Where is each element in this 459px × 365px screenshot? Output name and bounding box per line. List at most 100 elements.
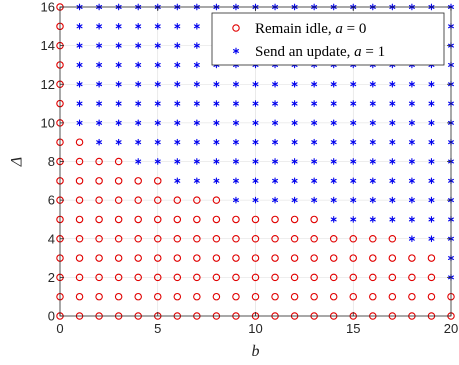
idle-point xyxy=(388,254,397,262)
update-point xyxy=(193,42,200,49)
update-point xyxy=(76,119,83,127)
update-point xyxy=(311,196,318,204)
idle-point xyxy=(75,196,84,204)
update-point xyxy=(76,42,83,49)
idle-point xyxy=(75,138,84,146)
update-point xyxy=(350,158,357,165)
y-tick-label: 2 xyxy=(48,270,55,285)
idle-point xyxy=(75,254,84,262)
update-point xyxy=(252,80,259,88)
idle-point xyxy=(310,273,318,282)
idle-point xyxy=(114,235,123,243)
update-point xyxy=(232,177,239,185)
update-point xyxy=(232,138,239,146)
update-point xyxy=(96,42,103,49)
update-point xyxy=(350,80,357,88)
idle-point xyxy=(310,292,318,301)
update-point xyxy=(350,100,357,107)
update-point xyxy=(252,138,259,146)
update-point xyxy=(408,119,415,127)
update-point xyxy=(428,119,435,127)
update-point xyxy=(115,138,122,146)
update-point xyxy=(193,138,200,146)
update-point xyxy=(115,80,122,88)
update-point xyxy=(428,158,435,165)
idle-point xyxy=(114,254,123,262)
legend: Remain idle, a = 0 Send an update, a = 1 xyxy=(211,12,445,66)
update-point xyxy=(369,119,376,127)
update-point xyxy=(369,138,376,146)
idle-point xyxy=(271,215,279,224)
update-point xyxy=(96,22,103,30)
update-point xyxy=(408,216,415,223)
idle-point xyxy=(290,273,299,282)
update-point xyxy=(389,119,396,127)
update-point xyxy=(193,177,200,185)
update-point xyxy=(330,216,337,223)
idle-point xyxy=(408,292,416,301)
legend-circle-marker xyxy=(232,24,240,32)
idle-point xyxy=(427,273,436,282)
idle-point xyxy=(173,196,182,204)
update-point xyxy=(213,138,220,146)
update-point xyxy=(389,138,396,146)
update-point xyxy=(252,177,259,185)
update-point xyxy=(76,22,83,30)
idle-point xyxy=(349,273,357,282)
idle-point xyxy=(154,196,162,204)
x-tick-label: 0 xyxy=(56,321,63,336)
idle-point xyxy=(408,254,416,262)
idle-point xyxy=(349,235,357,243)
idle-point xyxy=(154,292,162,301)
idle-point xyxy=(310,254,318,262)
idle-point xyxy=(271,273,279,282)
update-point xyxy=(115,42,122,49)
update-point xyxy=(174,61,181,69)
update-point xyxy=(408,138,415,146)
legend-marker-update xyxy=(233,47,239,55)
update-point xyxy=(311,100,318,107)
update-point xyxy=(96,100,103,107)
idle-point xyxy=(134,215,142,224)
y-tick-label: 8 xyxy=(48,154,55,169)
idle-point xyxy=(173,215,182,224)
update-point xyxy=(350,119,357,127)
idle-point xyxy=(95,273,103,282)
idle-point xyxy=(95,196,103,204)
idle-point xyxy=(388,292,397,301)
update-point xyxy=(96,119,103,127)
update-point xyxy=(408,80,415,88)
idle-point xyxy=(427,254,436,262)
update-point xyxy=(252,119,259,127)
idle-point xyxy=(95,292,103,301)
idle-point xyxy=(75,273,84,282)
update-point xyxy=(311,177,318,185)
idle-point xyxy=(114,215,123,224)
legend-label-idle-math: a xyxy=(335,21,343,37)
update-point xyxy=(174,177,181,185)
idle-point xyxy=(193,292,201,301)
legend-box xyxy=(211,12,445,66)
idle-point xyxy=(232,292,240,301)
update-point xyxy=(135,22,142,30)
x-tick-label: 5 xyxy=(154,321,161,336)
idle-point xyxy=(232,273,240,282)
update-point xyxy=(291,80,298,88)
update-point xyxy=(330,100,337,107)
idle-point xyxy=(232,254,240,262)
update-point xyxy=(135,80,142,88)
idle-point xyxy=(349,292,357,301)
update-point xyxy=(330,177,337,185)
update-point xyxy=(115,119,122,127)
update-point xyxy=(252,196,259,204)
y-tick-label: 10 xyxy=(41,115,55,130)
idle-point xyxy=(134,235,142,243)
idle-point xyxy=(251,215,260,224)
x-tick-label: 20 xyxy=(444,321,458,336)
idle-point xyxy=(408,273,416,282)
update-point xyxy=(291,177,298,185)
update-point xyxy=(272,100,279,107)
legend-label-update-math: a xyxy=(354,44,362,60)
idle-point xyxy=(212,215,221,224)
update-point xyxy=(272,119,279,127)
